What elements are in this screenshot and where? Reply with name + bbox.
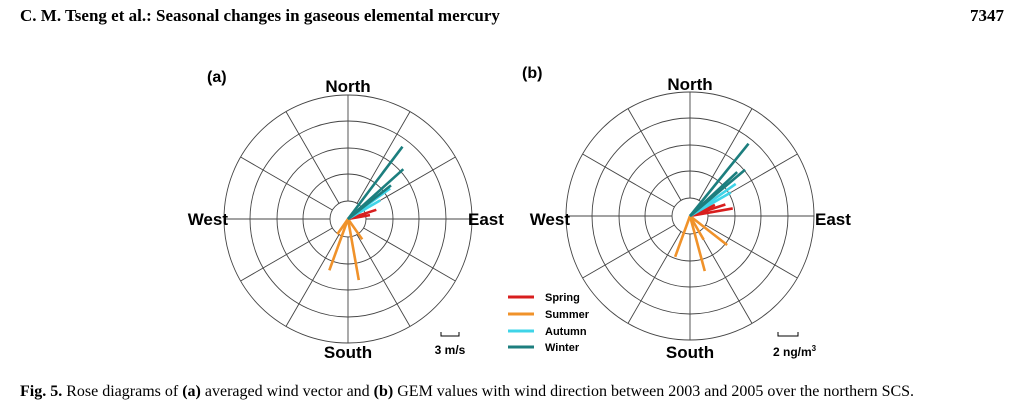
- vector-winter: [347, 184, 392, 221]
- grid-spoke: [698, 231, 753, 324]
- vectors-a: [328, 145, 405, 281]
- west-label-a: West: [188, 210, 229, 229]
- north-label-b: North: [667, 75, 712, 94]
- vector-summer: [673, 215, 692, 258]
- vectors-b: [673, 142, 750, 272]
- grid-spoke: [356, 111, 411, 204]
- south-label-b: South: [666, 343, 714, 362]
- vector-summer: [688, 215, 705, 241]
- panel-label-b: (b): [522, 65, 542, 82]
- caption-text-3: GEM values with wind direction between 2…: [393, 383, 915, 400]
- season-legend: Spring Summer Autumn Winter: [508, 292, 590, 354]
- scale-label-b: 2 ng/m3: [773, 344, 817, 359]
- legend-item-winter: Winter: [508, 342, 580, 354]
- legend-label-winter: Winter: [545, 342, 580, 354]
- grid-spoke: [363, 227, 456, 282]
- grid-spoke: [240, 156, 333, 211]
- grid-spoke: [240, 227, 333, 282]
- grid-spoke: [285, 111, 340, 204]
- running-header: C. M. Tseng et al.: Seasonal changes in …: [20, 6, 1004, 32]
- vector-summer: [346, 218, 361, 281]
- west-label-b: West: [530, 210, 571, 229]
- scale-bar-b: [777, 332, 799, 337]
- east-label-a: East: [468, 210, 504, 229]
- vector-summer: [328, 218, 350, 271]
- legend-label-summer: Summer: [545, 309, 590, 321]
- grid-spoke: [627, 231, 682, 324]
- vector-winter: [688, 142, 750, 217]
- north-label-a: North: [325, 77, 370, 96]
- rose-panel-a: (a) North South East West 3 m/s: [188, 69, 505, 362]
- grid-spoke: [582, 224, 675, 279]
- figure-caption: Fig. 5. Rose diagrams of (a) averaged wi…: [20, 383, 1010, 401]
- polar-grid-b: [565, 91, 815, 341]
- vector-summer: [688, 215, 707, 272]
- vector-winter: [346, 145, 404, 220]
- grid-spoke: [285, 234, 340, 327]
- caption-text-1: Rose diagrams of: [62, 383, 183, 400]
- legend-label-autumn: Autumn: [545, 326, 587, 338]
- vector-summer: [689, 214, 728, 247]
- vector-winter: [689, 171, 739, 217]
- caption-b-label: (b): [373, 383, 394, 400]
- panel-label-a: (a): [207, 69, 227, 86]
- scale-label-a: 3 m/s: [435, 343, 466, 357]
- scale-label-b-sup: 3: [812, 344, 817, 353]
- grid-spoke: [582, 153, 675, 208]
- legend-item-autumn: Autumn: [508, 326, 587, 338]
- scale-bar-a: [440, 332, 460, 337]
- grid-spoke: [627, 108, 682, 201]
- east-label-b: East: [815, 210, 851, 229]
- caption-fig-label: Fig. 5.: [20, 383, 63, 400]
- vector-summer: [336, 218, 350, 235]
- legend-item-summer: Summer: [508, 309, 590, 321]
- rose-panel-b: (b) North South East West 2 ng/m3: [522, 65, 851, 362]
- vector-summer: [346, 218, 364, 241]
- caption-a-label: (a): [182, 383, 201, 400]
- legend-item-spring: Spring: [508, 292, 580, 304]
- grid-spoke: [705, 224, 798, 279]
- page-number: 7347: [970, 6, 1004, 25]
- grid-spoke: [356, 234, 411, 327]
- running-title: C. M. Tseng et al.: Seasonal changes in …: [20, 6, 500, 25]
- caption-text-2: averaged wind vector and: [200, 383, 374, 400]
- vector-autumn: [689, 191, 732, 218]
- grid-spoke: [698, 108, 753, 201]
- scale-label-b-base: 2 ng/m: [773, 345, 812, 359]
- vector-spring: [689, 207, 733, 218]
- rose-figure: (a) North South East West 3 m/s (b) Nort…: [188, 65, 852, 362]
- legend-label-spring: Spring: [545, 292, 580, 304]
- polar-grid-a: [223, 94, 473, 344]
- south-label-a: South: [324, 343, 372, 362]
